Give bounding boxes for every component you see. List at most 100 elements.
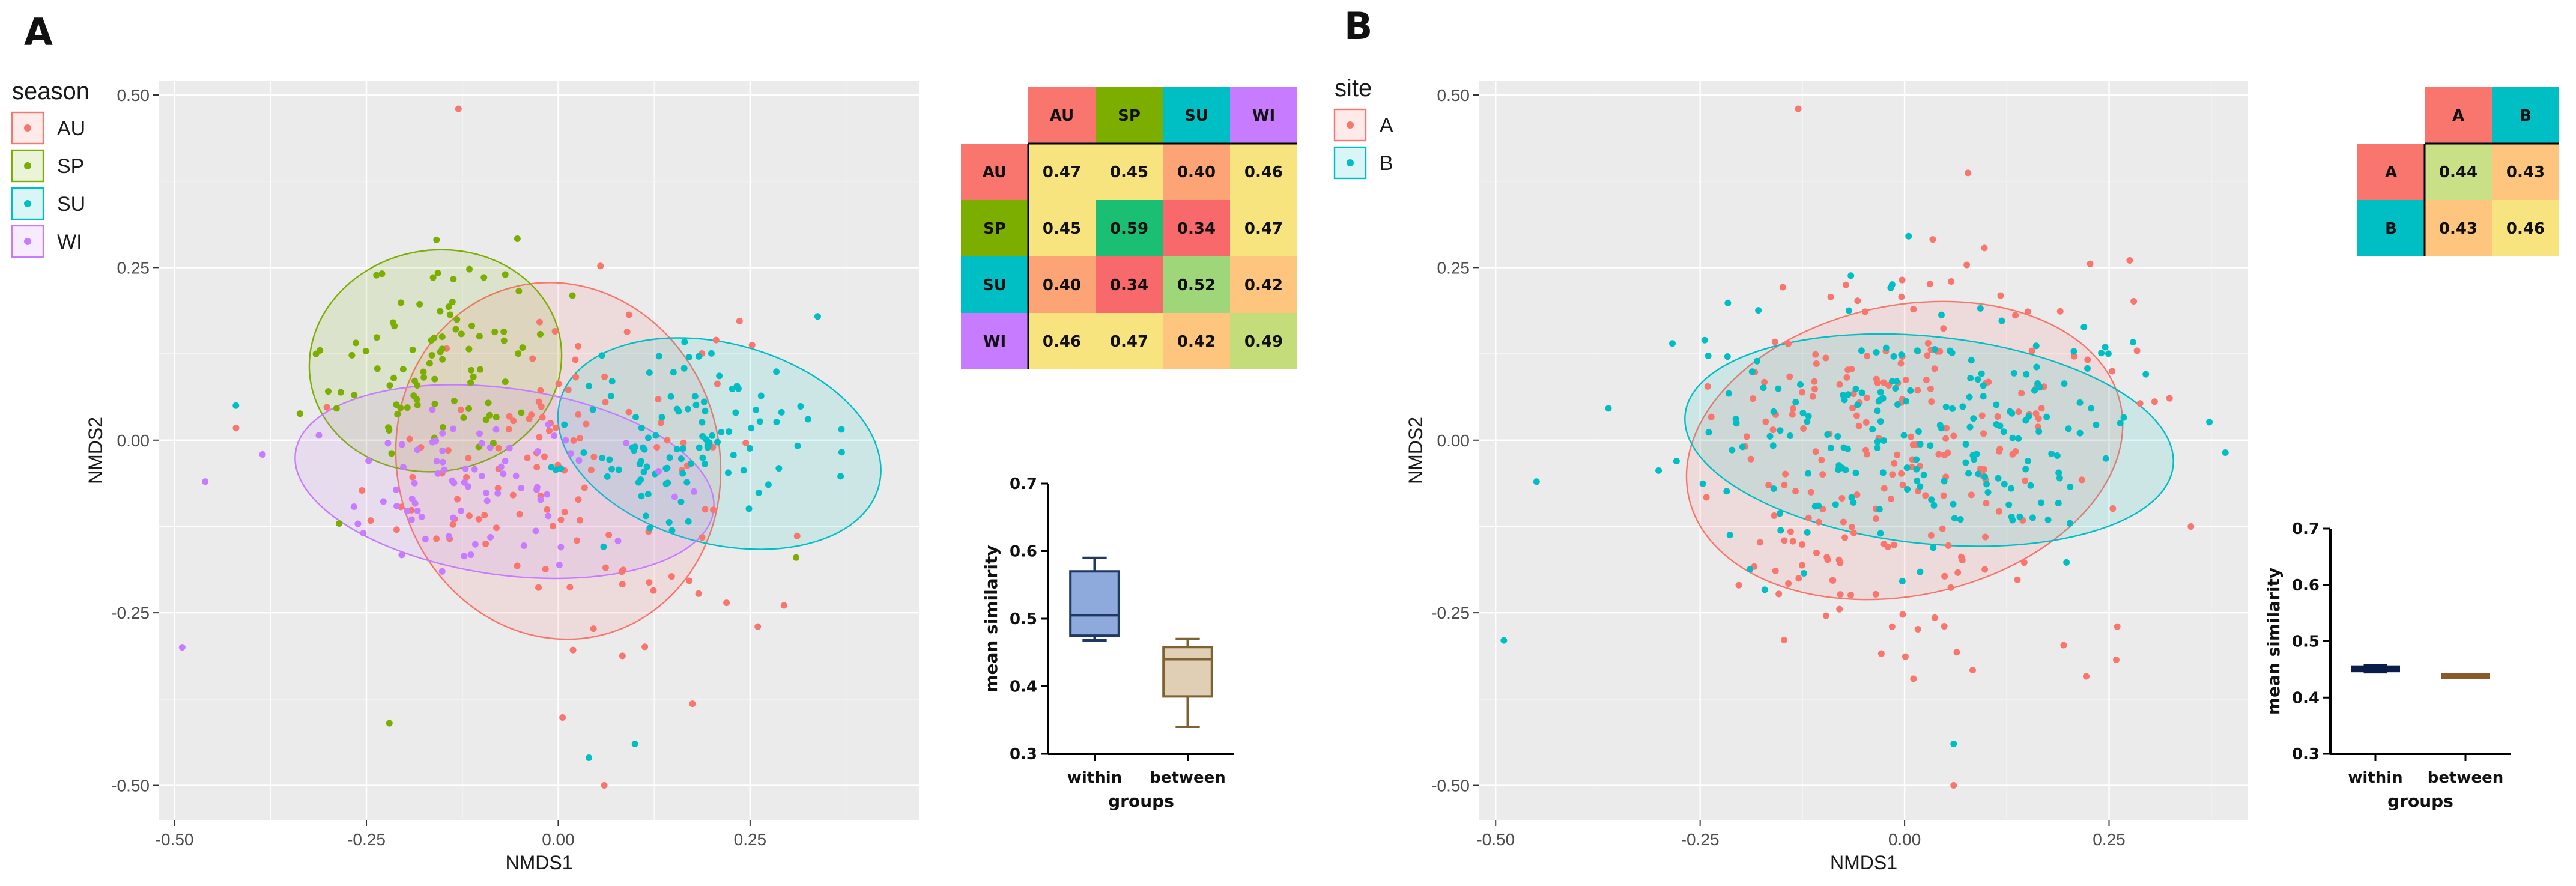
point-au [625, 408, 632, 416]
point-a [1941, 572, 1948, 580]
point-wi [259, 451, 266, 458]
matrix-row-label: AU [983, 163, 1007, 181]
point-b [2080, 323, 2088, 330]
point-su [665, 518, 673, 526]
point-au [454, 496, 461, 503]
point-b [1852, 386, 1859, 393]
point-su [552, 466, 559, 473]
point-au [536, 318, 543, 326]
legend-key-dot [24, 162, 31, 169]
matrix-cell-value: 0.46 [2506, 220, 2545, 238]
point-a [1785, 580, 1792, 587]
matrix-cell [1230, 313, 1297, 369]
point-a [1822, 612, 1829, 619]
point-b [1724, 353, 1731, 360]
point-a [1703, 494, 1710, 501]
point-sp [482, 416, 489, 423]
point-b [1967, 375, 1974, 382]
point-a [1781, 537, 1788, 544]
point-b [2076, 399, 2084, 406]
legend-key-dot [1347, 159, 1354, 166]
point-a [1784, 340, 1792, 347]
point-su [732, 409, 739, 416]
point-b [1941, 478, 1948, 485]
point-wi [380, 498, 387, 505]
point-b [1996, 422, 2004, 429]
nmds-scatter-site: -0.50 -0.25 0.00 0.25 0.50 0.25 0.00 -0.25 -0.50… [1405, 81, 2248, 873]
point-su [640, 444, 647, 451]
point-a [1771, 512, 1778, 520]
point-b [1761, 586, 1768, 593]
point-su [695, 353, 702, 360]
point-sp [409, 346, 416, 353]
point-b [1899, 578, 1906, 585]
point-sp [431, 375, 438, 383]
point-wi [354, 520, 362, 527]
point-b [1847, 272, 1855, 279]
matrix-cell [2425, 200, 2492, 256]
point-su [794, 442, 801, 449]
point-su [726, 428, 733, 435]
y-tick-label: -0.50 [1431, 777, 1470, 795]
point-au [359, 487, 366, 494]
point-a [1940, 325, 1947, 332]
point-au [689, 700, 696, 708]
point-wi [398, 441, 405, 448]
point-su [642, 512, 649, 520]
panel-label-a: A [24, 10, 53, 54]
point-a [1812, 351, 1819, 358]
point-su [598, 352, 605, 359]
point-sp [447, 311, 454, 318]
matrix-row-label: SU [983, 276, 1007, 294]
point-au [653, 444, 661, 451]
matrix-cell-value: 0.47 [1043, 163, 1081, 181]
point-sp [465, 345, 473, 353]
point-sp [480, 274, 488, 281]
matrix-col-label: AU [1050, 107, 1074, 125]
point-a [1743, 433, 1750, 440]
matrix-cell [1028, 200, 1096, 256]
point-b [1981, 473, 1989, 481]
point-a [1812, 448, 1819, 455]
point-b [1947, 347, 1954, 354]
point-a [1781, 481, 1788, 488]
point-wi [537, 496, 544, 503]
point-wi [492, 426, 500, 433]
point-b [1792, 399, 1799, 406]
point-b [2120, 414, 2127, 421]
point-a [1769, 426, 1777, 434]
point-au [581, 484, 588, 491]
point-a [1819, 471, 1826, 478]
point-b [1949, 405, 1956, 412]
point-wi [556, 562, 563, 569]
point-sp [476, 333, 483, 340]
point-a [1898, 293, 1905, 300]
point-su [644, 434, 652, 441]
point-su [804, 416, 811, 423]
point-su [748, 425, 755, 432]
point-su [668, 527, 676, 534]
point-b [1804, 418, 1811, 425]
point-su [683, 479, 691, 486]
point-sp [468, 322, 476, 329]
matrix-cell [1163, 200, 1230, 256]
point-a [1948, 278, 1955, 285]
point-a [2133, 347, 2141, 354]
point-b [1898, 351, 1905, 359]
point-wi [450, 479, 458, 487]
point-b [2206, 419, 2213, 426]
point-su [699, 454, 706, 461]
y-tick-label: 0.25 [1437, 258, 1470, 277]
point-a [1863, 394, 1870, 401]
point-b [1930, 544, 1937, 551]
point-a [1735, 581, 1742, 589]
point-b [1966, 393, 1973, 401]
point-a [1877, 650, 1885, 657]
matrix-cell-value: 0.46 [1244, 163, 1283, 181]
point-au [590, 625, 597, 633]
point-su [629, 444, 636, 451]
point-b [1805, 413, 1812, 420]
point-sp [386, 720, 393, 727]
point-a [1837, 591, 1844, 598]
point-a [1968, 491, 1975, 499]
